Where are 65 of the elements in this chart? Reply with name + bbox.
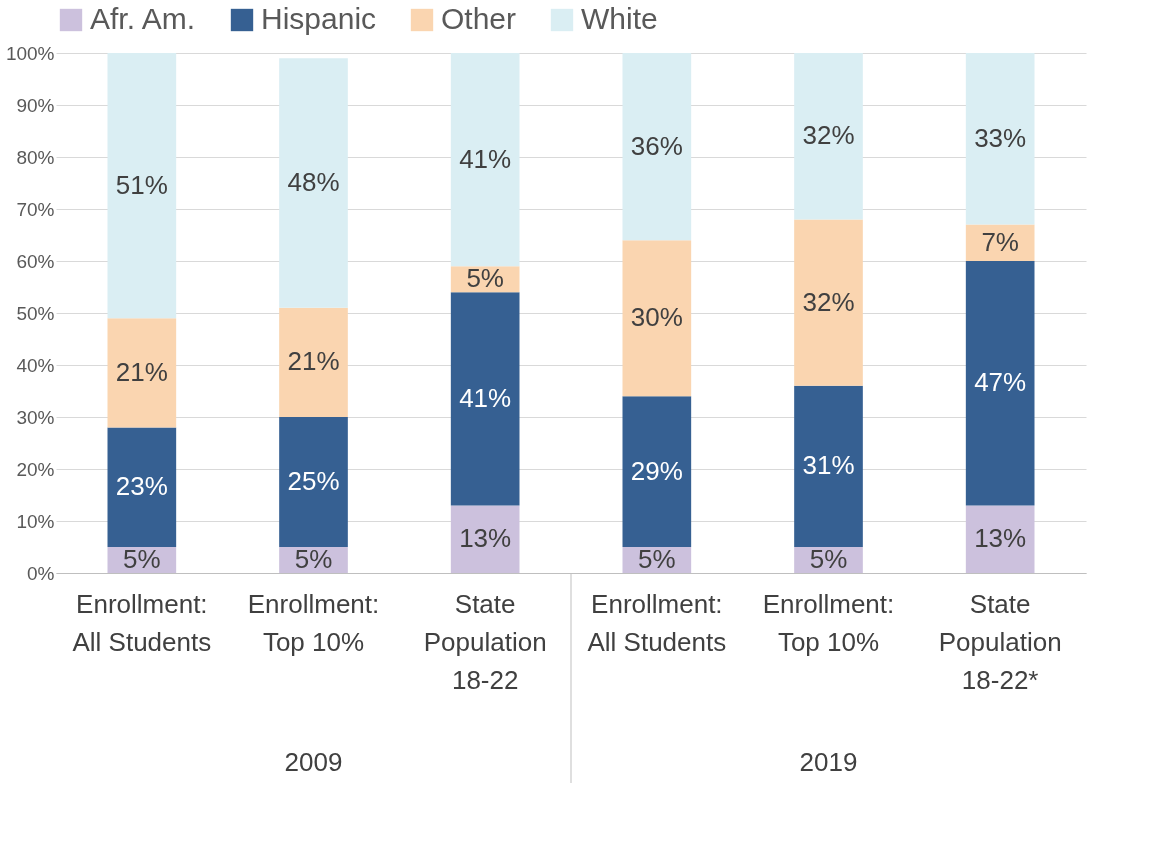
text: 41%: [459, 143, 512, 174]
y-tick-label: 70%: [16, 198, 55, 220]
text: 13%: [459, 523, 512, 554]
bar: [622, 396, 692, 547]
legend-label: Afr. Am.: [90, 2, 196, 35]
legend-label: White: [581, 2, 658, 35]
text: 5%: [809, 544, 848, 574]
text: 30%: [630, 302, 683, 333]
legend-label: Other: [441, 2, 517, 35]
text: 25%: [287, 466, 340, 496]
x-tick-label: Enrollment: Top 10%: [247, 588, 380, 657]
text: 21%: [115, 356, 168, 387]
legend-label: Hispanic: [261, 2, 377, 35]
bar: [794, 385, 863, 547]
y-tick-label: 10%: [16, 510, 55, 532]
text: 47%: [974, 367, 1027, 398]
text: 33%: [974, 122, 1027, 153]
text: 32%: [802, 286, 855, 317]
bar: [107, 318, 177, 428]
y-tick-label: 40%: [16, 354, 55, 376]
y-tick-label: 80%: [16, 146, 55, 168]
bar: [450, 505, 520, 573]
bar: [794, 219, 863, 386]
bar: [965, 53, 1035, 225]
text: 5%: [466, 263, 504, 294]
x-tick-label: State Population 18-22*: [938, 588, 1062, 695]
x-tick-label: State Population 18-22: [423, 588, 547, 695]
bar: [107, 427, 177, 547]
text: 36%: [630, 130, 683, 161]
bar: [965, 505, 1035, 573]
bar: [794, 53, 863, 220]
y-tick-label: 30%: [16, 406, 55, 428]
bar: [450, 292, 520, 506]
text: 21%: [287, 346, 340, 377]
text: 7%: [981, 226, 1019, 257]
bar: [107, 53, 177, 319]
y-tick-label: 20%: [16, 458, 55, 480]
y-tick-label: 60%: [16, 250, 55, 272]
bar: [279, 417, 348, 547]
text: 48%: [287, 167, 340, 197]
text: 2019: [799, 747, 858, 777]
bar: [279, 307, 348, 417]
text: 5%: [294, 544, 333, 574]
text: 23%: [115, 471, 168, 502]
text: 51%: [115, 169, 168, 200]
y-tick-label: 0%: [27, 562, 55, 584]
bar: [279, 58, 348, 308]
bar: [622, 53, 692, 241]
bar: [450, 53, 520, 267]
y-tick-label: 50%: [16, 302, 55, 324]
text: 41%: [459, 382, 512, 413]
bar: [965, 261, 1035, 506]
bar: [622, 240, 692, 397]
text: 32%: [802, 120, 855, 151]
text: 5%: [123, 544, 161, 574]
text: 5%: [638, 544, 676, 574]
text: 13%: [974, 523, 1027, 554]
text: 29%: [630, 455, 683, 486]
x-tick-label: Enrollment: All Students: [72, 588, 212, 657]
y-tick-label: 90%: [16, 94, 55, 116]
x-tick-label: Enrollment: Top 10%: [762, 588, 895, 657]
y-tick-label: 100%: [5, 42, 55, 64]
text: 2009: [284, 747, 343, 777]
text: 31%: [802, 450, 855, 481]
x-tick-label: Enrollment: All Students: [587, 588, 727, 657]
